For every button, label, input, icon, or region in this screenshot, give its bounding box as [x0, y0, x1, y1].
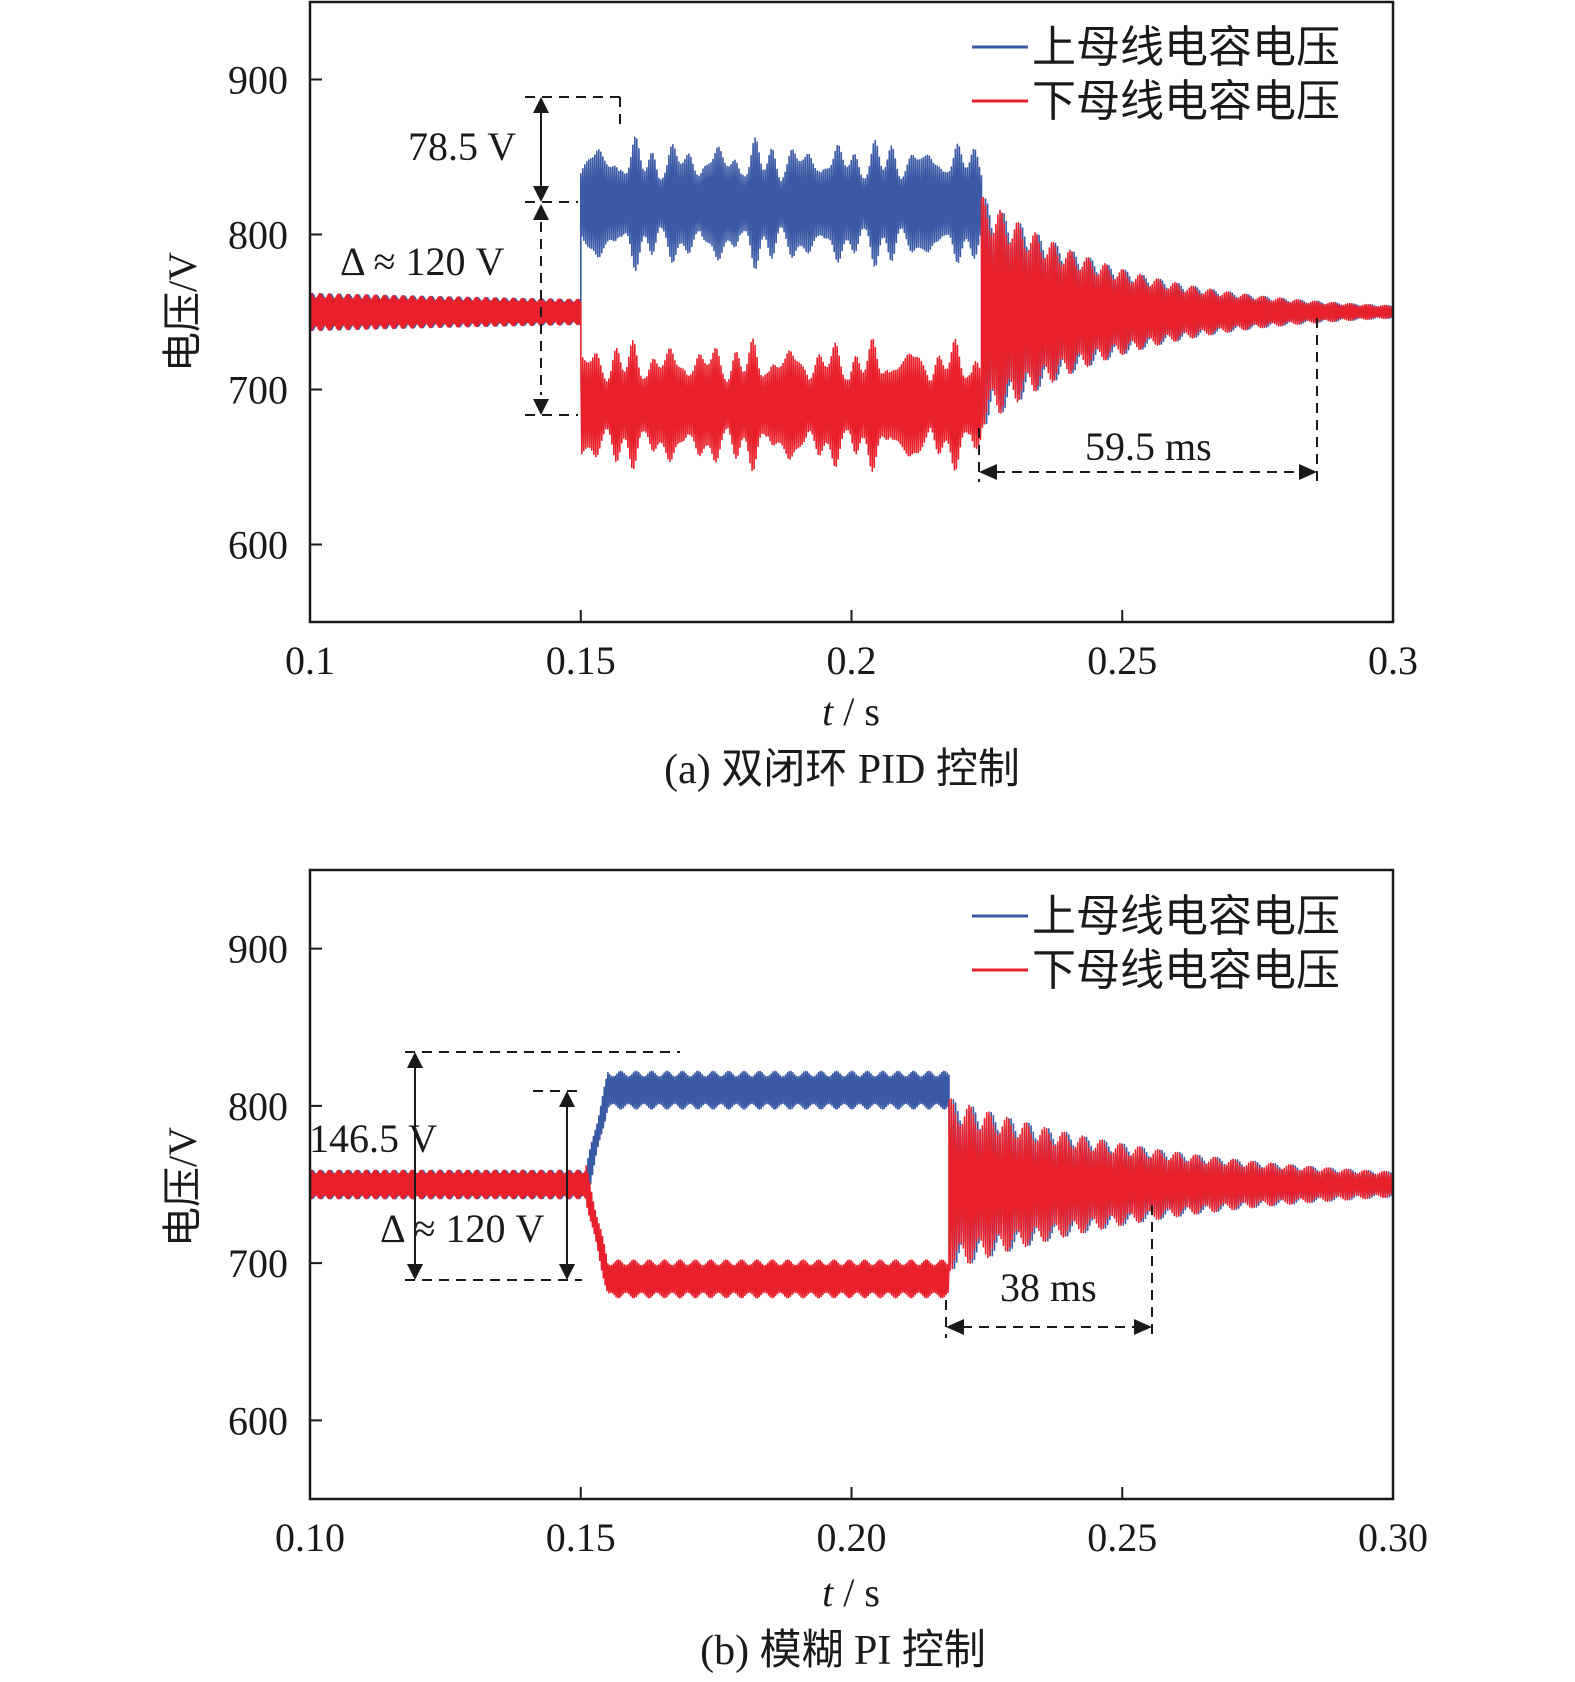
panel-a-xlabel-unit: / s [833, 689, 880, 734]
panel-a-caption: (a) 双闭环 PID 控制 [664, 747, 1020, 793]
panel-a-arrow-head-right [1299, 464, 1317, 480]
panel-a-annotations: 78.5 V Δ ≈ 120 V 59.5 ms [340, 96, 1318, 482]
panel-b-xtick-label-3: 0.25 [1087, 1515, 1157, 1560]
panel-a-series [309, 136, 1394, 473]
panel-a-legend-label-upper: 上母线电容电压 [1032, 23, 1340, 72]
panel-b-annotation-146-5v: 146.5 V [309, 1116, 437, 1161]
panel-b-xtick-label-2: 0.20 [817, 1515, 887, 1560]
panel-b-xtick-label-4: 0.30 [1358, 1515, 1428, 1560]
panel-b-chart: 600 700 800 900 0.10 0.15 0.20 0.25 0.30 电压/V t… [160, 868, 1428, 1674]
panel-a-arrow-head-down-785 [533, 186, 549, 202]
panel-b-ytick-label-600: 600 [228, 1398, 288, 1443]
panel-a-series-lower-line [309, 196, 1394, 473]
panel-a-annotation-78-5v: 78.5 V [408, 124, 516, 169]
panel-b-yticks: 600 700 800 900 [228, 927, 322, 1443]
panel-b-xtick-label-0: 0.10 [275, 1515, 345, 1560]
panel-b-legend: 上母线电容电压 下母线电容电压 [972, 892, 1340, 995]
panel-b-ytick-label-700: 700 [228, 1241, 288, 1286]
panel-a-xtick-label-1: 0.15 [546, 638, 616, 683]
panel-a-legend: 上母线电容电压 下母线电容电压 [972, 23, 1340, 126]
panel-a-ylabel: 电压/V [160, 252, 205, 372]
panel-b-xlabel-unit: / s [833, 1570, 880, 1615]
panel-a-legend-label-lower: 下母线电容电压 [1032, 77, 1340, 126]
panel-a-xtick-label-0: 0.1 [285, 638, 335, 683]
panel-a-xlabel-var: t [822, 689, 834, 734]
panel-b-xticks: 0.10 0.15 0.20 0.25 0.30 [275, 1487, 1428, 1560]
panel-b-arrow-head-left [946, 1319, 964, 1335]
panel-b-arrow-head-up-120 [559, 1091, 575, 1107]
panel-b-legend-label-lower: 下母线电容电压 [1032, 946, 1340, 995]
panel-b-arrow-head-right [1134, 1319, 1152, 1335]
panel-a-xtick-label-2: 0.2 [827, 638, 877, 683]
panel-a-annotation-delta-120v: Δ ≈ 120 V [340, 239, 504, 284]
panel-a-ytick-label-800: 800 [228, 213, 288, 258]
panel-b-arrow-head-up-1465 [407, 1052, 423, 1068]
panel-b-xlabel-var: t [822, 1570, 834, 1615]
panel-a-yticks: 600 700 800 900 [228, 58, 322, 568]
panel-a-annotation-59-5ms: 59.5 ms [1085, 424, 1212, 469]
panel-b-xtick-label-1: 0.15 [546, 1515, 616, 1560]
panel-b-arrow-head-down-1465 [407, 1264, 423, 1280]
panel-b-caption: (b) 模糊 PI 控制 [700, 1628, 986, 1674]
panel-b-series [309, 1070, 1394, 1299]
panel-b-legend-label-upper: 上母线电容电压 [1032, 892, 1340, 941]
panel-a-xtick-label-3: 0.25 [1087, 638, 1157, 683]
panel-a-ytick-label-600: 600 [228, 523, 288, 568]
panel-b-arrow-head-down-120 [559, 1264, 575, 1280]
panel-a-arrow-head-up-120 [533, 204, 549, 220]
panel-b-annotations: 146.5 V Δ ≈ 120 V 38 ms [309, 1051, 1153, 1338]
panel-a-xtick-label-4: 0.3 [1368, 638, 1418, 683]
panel-b-ylabel: 电压/V [160, 1127, 205, 1247]
panel-b-annotation-delta-120v: Δ ≈ 120 V [380, 1206, 544, 1251]
panel-a-chart: 600 700 800 900 0.1 0.15 0.2 0.25 0.3 电压/V t / … [160, 0, 1418, 793]
panel-a-ytick-label-900: 900 [228, 58, 288, 103]
panel-a-ytick-label-700: 700 [228, 368, 288, 413]
panel-a-xlabel: t / s [822, 689, 880, 734]
panel-a-xticks: 0.1 0.15 0.2 0.25 0.3 [285, 610, 1418, 683]
panel-b-xlabel: t / s [822, 1570, 880, 1615]
panel-b-ytick-label-900: 900 [228, 927, 288, 972]
panel-b-ytick-label-800: 800 [228, 1084, 288, 1129]
panel-b-series-lower-line [309, 1098, 1394, 1299]
panel-a-arrow-head-left [979, 464, 997, 480]
panel-b-annotation-38ms: 38 ms [1000, 1265, 1097, 1310]
panel-a-arrow-head-up-785 [533, 97, 549, 113]
panel-a-arrow-head-down-120 [533, 399, 549, 415]
